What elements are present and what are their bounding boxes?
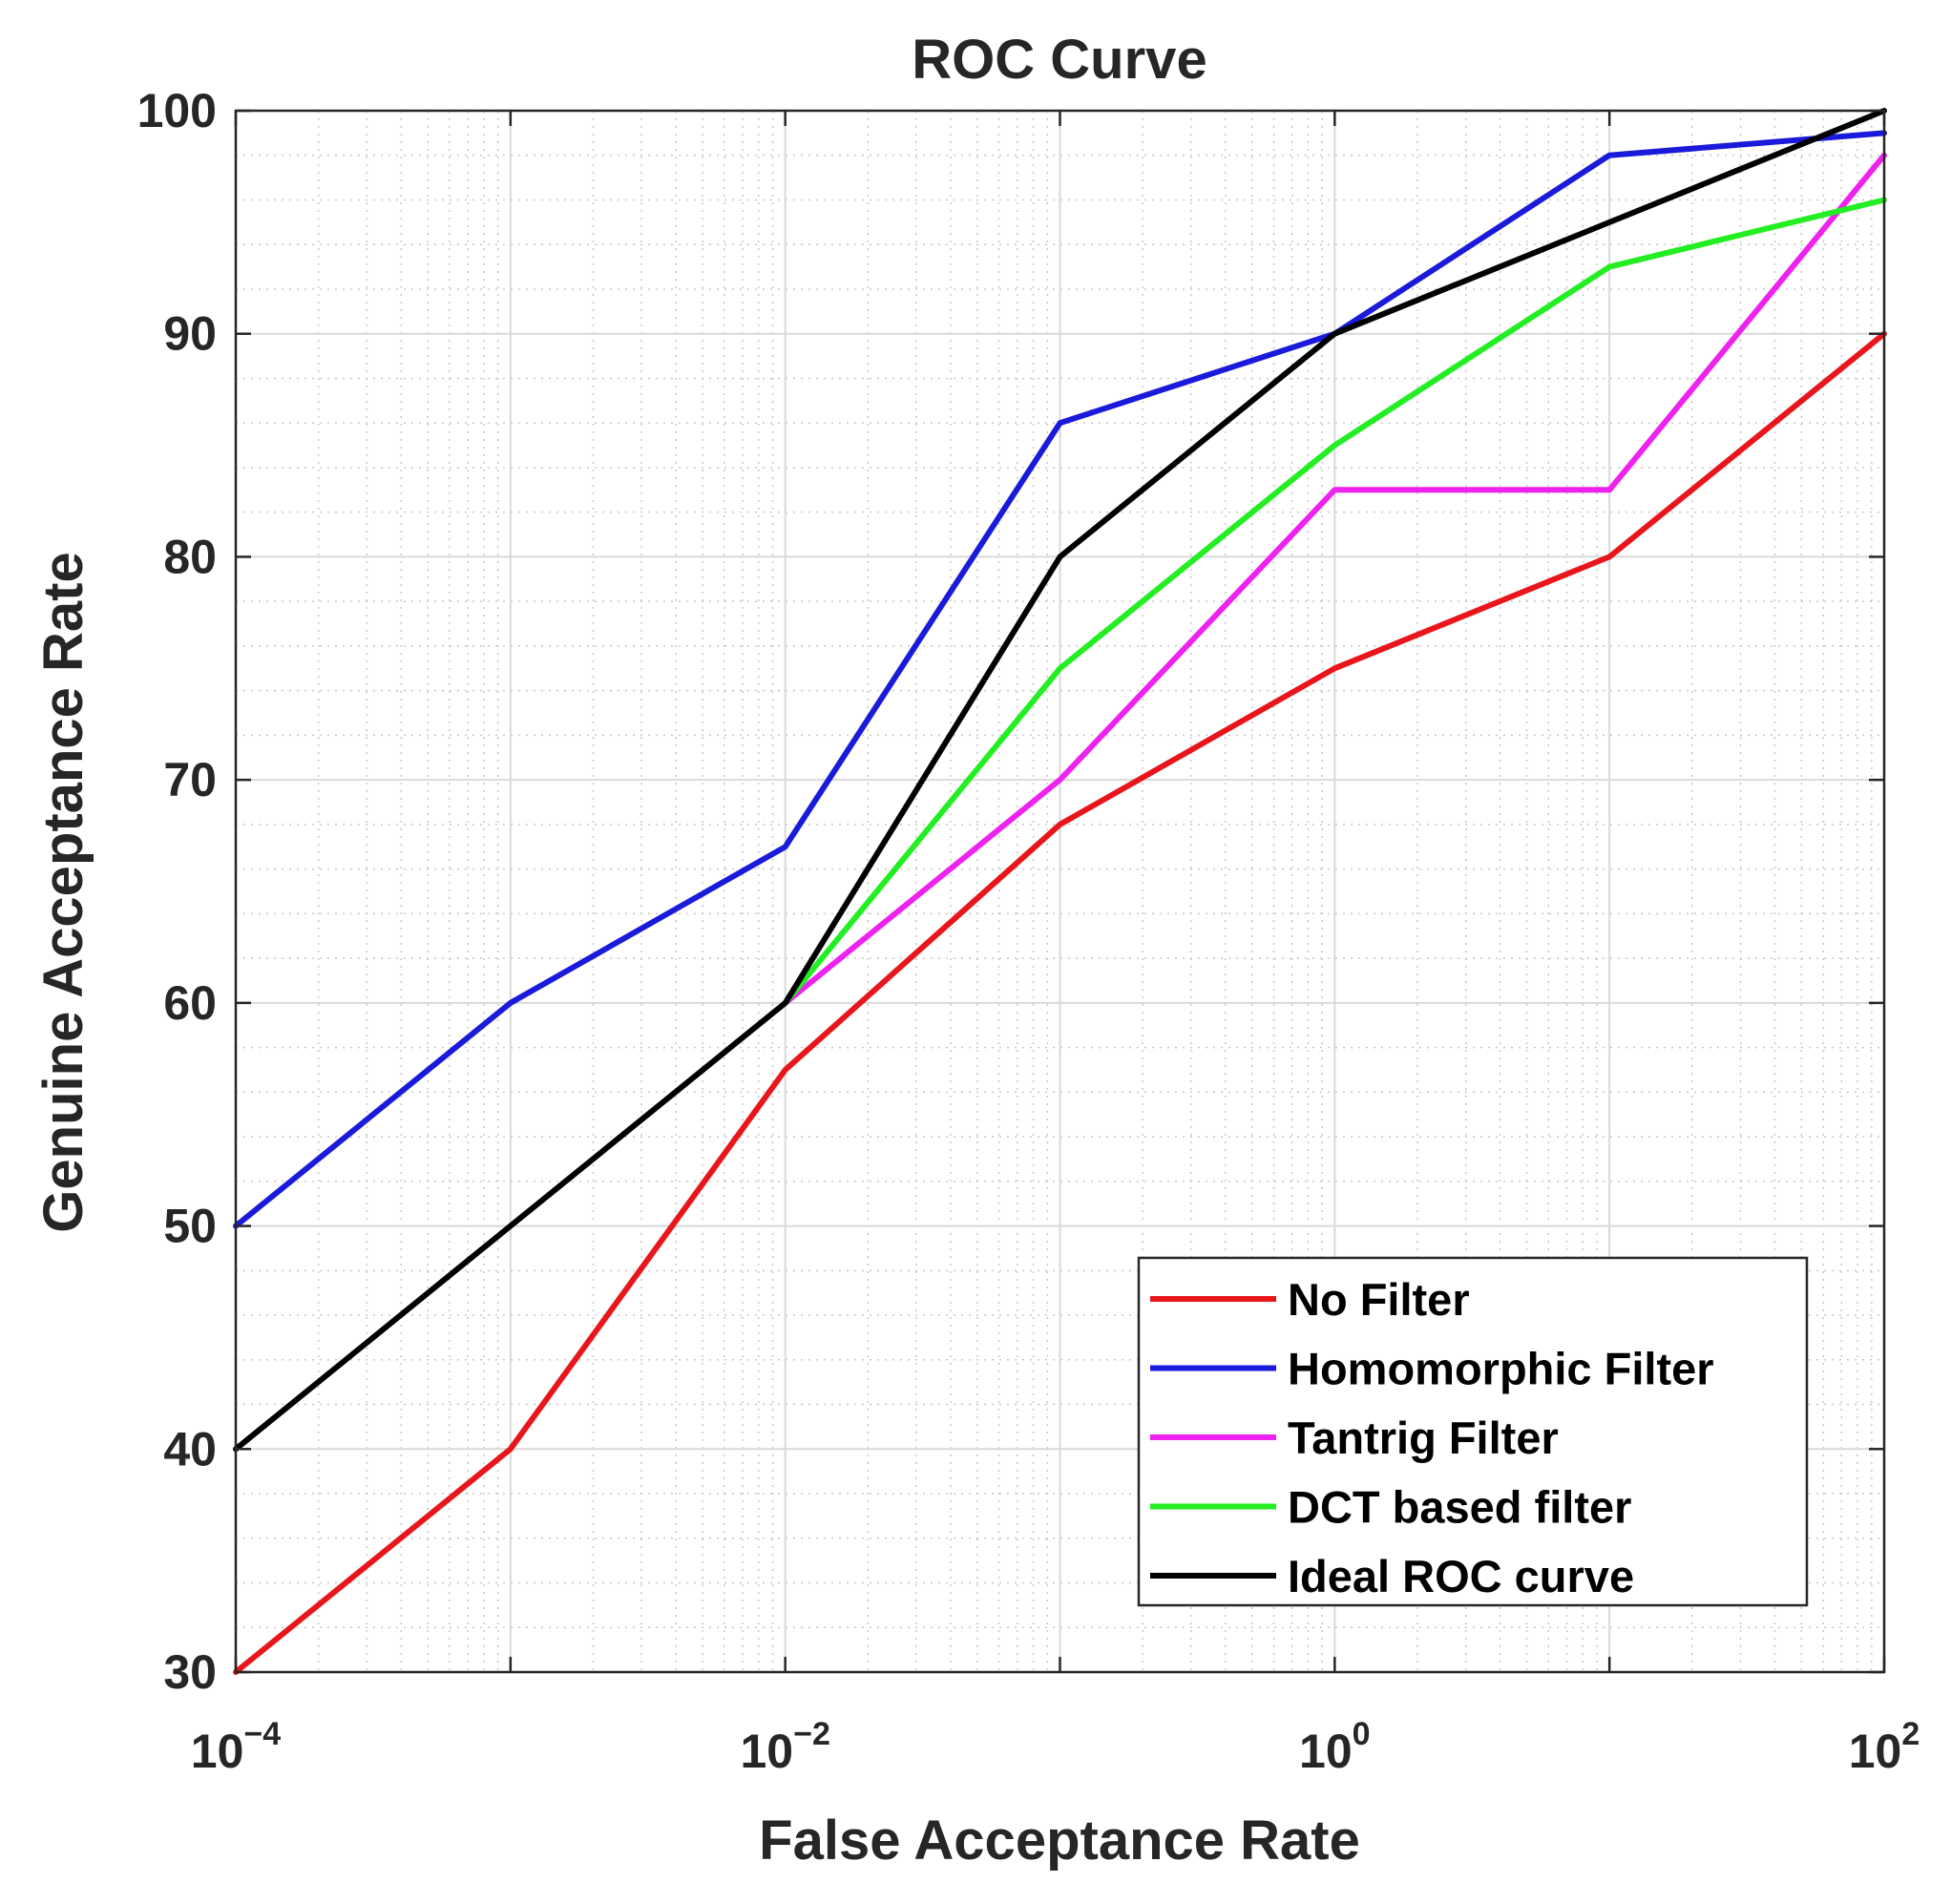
x-axis-label: False Acceptance Rate	[759, 1810, 1360, 1872]
series-line-no-filter	[233, 330, 1887, 1675]
y-tick-label: 70	[163, 753, 217, 806]
legend-label-tantrig-filter: Tantrig Filter	[1288, 1412, 1559, 1463]
x-tick-label: 10−4	[191, 1716, 281, 1778]
y-tick-label: 40	[163, 1422, 217, 1475]
y-tick-label: 90	[163, 307, 217, 361]
series-line-homomorphic-filter	[233, 130, 1887, 1229]
legend-label-dct-based-filter: DCT based filter	[1288, 1482, 1631, 1533]
series-line-dct-based-filter	[782, 197, 1887, 1006]
y-tick-labels: 30 40 50 60 70 80 90 100	[137, 84, 217, 1699]
y-tick-label: 100	[137, 84, 217, 137]
chart-title: ROC Curve	[912, 29, 1206, 91]
legend-label-ideal-roc-curve: Ideal ROC curve	[1288, 1551, 1634, 1601]
y-axis-label: Genuine Acceptance Rate	[32, 552, 94, 1232]
x-tick-label: 10−2	[740, 1716, 829, 1778]
x-tick-label: 102	[1849, 1716, 1920, 1778]
y-tick-label: 60	[163, 976, 217, 1030]
x-tick-labels: 10−4 10−2 100 102	[191, 1716, 1920, 1778]
y-tick-label: 30	[163, 1645, 217, 1699]
x-tick-label: 100	[1299, 1716, 1371, 1778]
series-lines	[233, 108, 1887, 1675]
series-line-tantrig-filter	[782, 152, 1887, 1006]
series-line-ideal-roc-curve	[233, 108, 1887, 1453]
legend-box	[1137, 1256, 1809, 1607]
y-tick-label: 80	[163, 530, 217, 583]
legend-label-no-filter: No Filter	[1288, 1274, 1470, 1325]
legend: No Filter Homomorphic Filter Tantrig Filte…	[1137, 1256, 1809, 1607]
axis-ticks	[234, 109, 1886, 1674]
legend-label-homomorphic-filter: Homomorphic Filter	[1288, 1344, 1714, 1394]
y-tick-label: 50	[163, 1200, 217, 1253]
